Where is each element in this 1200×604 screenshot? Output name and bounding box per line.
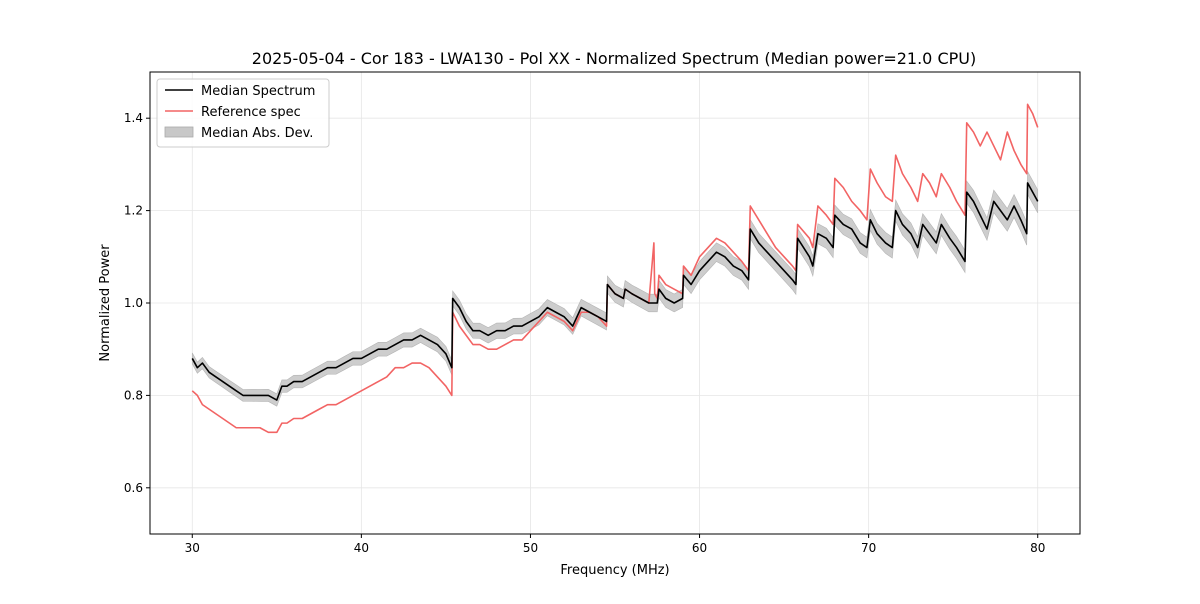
x-tick-label: 40 (354, 541, 369, 555)
x-tick-label: 80 (1030, 541, 1045, 555)
x-tick-label: 70 (861, 541, 876, 555)
mad-band-group (191, 170, 1039, 407)
legend-label-median: Median Spectrum (201, 84, 315, 99)
series-lines (191, 103, 1039, 434)
series-median-spectrum (191, 182, 1039, 401)
x-axis: 30 40 50 60 70 80 (185, 534, 1045, 555)
y-tick-label: 1.2 (124, 204, 143, 218)
y-tick-label: 1.4 (124, 111, 143, 125)
x-tick-label: 30 (185, 541, 200, 555)
legend: Median Spectrum Reference spec Median Ab… (156, 78, 330, 148)
legend-swatch-mad (164, 126, 194, 138)
x-axis-label: Frequency (MHz) (560, 563, 669, 578)
legend-frame (156, 78, 330, 148)
legend-label-mad: Median Abs. Dev. (201, 126, 313, 141)
mad-band (191, 170, 1039, 407)
y-tick-label: 0.8 (124, 388, 143, 402)
x-tick-label: 60 (692, 541, 707, 555)
y-tick-label: 1.0 (124, 296, 143, 310)
legend-label-reference: Reference spec (201, 105, 301, 120)
y-axis: 0.6 0.8 1.0 1.2 1.4 (124, 111, 150, 495)
grid (150, 72, 1080, 534)
y-tick-label: 0.6 (124, 481, 143, 495)
x-tick-label: 50 (523, 541, 538, 555)
chart-title: 2025-05-04 - Cor 183 - LWA130 - Pol XX -… (252, 49, 976, 68)
y-axis-label: Normalized Power (98, 244, 113, 362)
series-reference-spec (191, 103, 1039, 434)
